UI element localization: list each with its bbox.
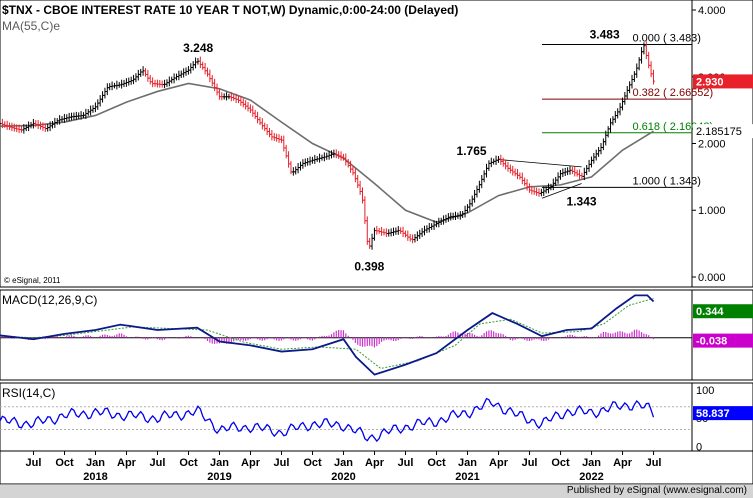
x-month-label: Apr — [365, 457, 385, 469]
price-y-tick-label: 1.000 — [698, 205, 726, 217]
macd-badge-text: 0.344 — [696, 306, 724, 318]
macd-signal-line — [0, 297, 654, 369]
price-y-tick-label: 0.000 — [698, 272, 726, 284]
x-month-label: Jan — [458, 457, 477, 469]
macd-title: MACD(12,26,9,C) — [2, 293, 97, 307]
price-annotation: 3.483 — [590, 28, 620, 42]
rsi-y-tick-label: 100 — [696, 385, 714, 397]
macd-hist-badge-text: -0.038 — [696, 336, 727, 348]
x-month-label: Jul — [646, 457, 662, 469]
rsi-y-tick-label: 0 — [696, 441, 702, 453]
copyright-note: © eSignal, 2011 — [4, 276, 61, 285]
x-month-label: Apr — [613, 457, 633, 469]
x-year-label: 2019 — [207, 471, 231, 483]
x-year-label: 2018 — [83, 471, 107, 483]
footer-credit: Published by eSignal (www.esignal.com) — [566, 485, 747, 496]
macd-badge — [693, 304, 753, 319]
x-month-label: Oct — [55, 457, 74, 469]
ma-badge — [693, 124, 753, 139]
x-month-label: Jul — [274, 457, 290, 469]
x-axis-frame — [0, 450, 753, 484]
price-annotation: 1.765 — [457, 144, 487, 158]
triangle-lower-line — [541, 183, 582, 199]
x-year-label: 2022 — [579, 471, 603, 483]
x-axis: Jul Oct Jan Apr Jul Oct Jan Apr Jul Oct Jan Apr Jul O… — [0, 450, 753, 484]
x-year-label: 2021 — [455, 471, 479, 483]
x-month-label: Apr — [489, 457, 509, 469]
ma-55-line — [0, 82, 654, 224]
price-badge-text: 2.930 — [696, 76, 724, 88]
x-month-label: Jan — [210, 457, 229, 469]
x-month-label: Jan — [86, 457, 105, 469]
x-month-label: Oct — [303, 457, 322, 469]
rsi-title: RSI(14,C) — [2, 386, 55, 400]
x-month-label: Apr — [241, 457, 261, 469]
fib-level-label: 1.000 ( 1.343) — [632, 175, 701, 187]
ma-badge-text: 2.185175 — [696, 126, 742, 138]
triangle-upper-line — [498, 159, 582, 168]
x-month-label: Jan — [334, 457, 353, 469]
x-month-label: Jul — [398, 457, 414, 469]
macd-hist-badge — [693, 333, 753, 348]
rsi-badge — [693, 406, 753, 421]
x-month-label: Oct — [427, 457, 446, 469]
x-month-label: Apr — [117, 457, 137, 469]
macd-line — [0, 294, 655, 376]
price-panel-frame — [0, 0, 753, 288]
fib-level-label: 0.382 ( 2.66552) — [632, 87, 713, 99]
price-annotation: 0.398 — [354, 259, 384, 273]
x-month-label: Oct — [179, 457, 198, 469]
x-month-label: Oct — [551, 457, 570, 469]
x-month-label: Jan — [582, 457, 601, 469]
footer-bar: Published by eSignal (www.esignal.com) — [0, 484, 753, 498]
rsi-badge-text: 58.837 — [696, 408, 730, 420]
macd-panel-frame — [0, 289, 753, 381]
rsi-panel: 100500RSI(14,C)58.837 — [0, 382, 753, 453]
price-annotation: 3.248 — [183, 41, 213, 55]
price-badge — [693, 74, 753, 89]
x-year-label: 2020 — [331, 471, 355, 483]
overlay-label: MA(55,C)e — [2, 19, 60, 33]
x-month-label: Jul — [150, 457, 166, 469]
x-month-label: Jul — [26, 457, 42, 469]
chart-title: $TNX - CBOE INTEREST RATE 10 YEAR T NOT,… — [2, 3, 458, 17]
price-annotation: 1.343 — [567, 194, 597, 208]
fib-level-label: 0.000 ( 3.483) — [632, 33, 701, 45]
macd-panel: MACD(12,26,9,C) 0.344 -0.038 — [0, 289, 753, 381]
price-y-tick-label: 2.000 — [698, 139, 726, 151]
x-month-label: Jul — [522, 457, 538, 469]
rsi-line — [0, 397, 655, 443]
price-y-tick-label: 4.000 — [698, 5, 726, 17]
